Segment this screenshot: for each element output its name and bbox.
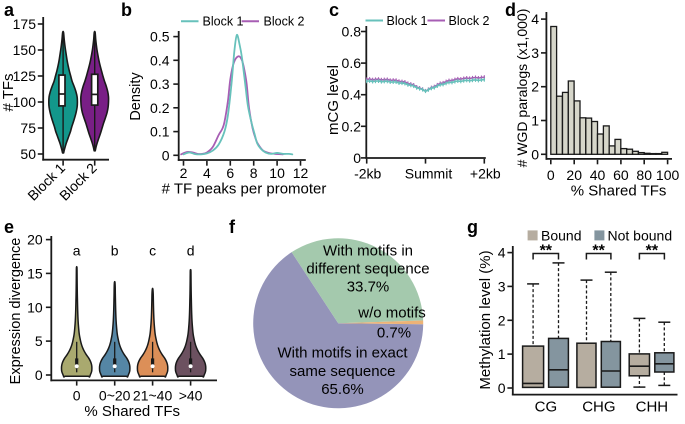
svg-text:Methylation level (%): Methylation level (%): [477, 250, 494, 389]
svg-text:10: 10: [269, 165, 285, 181]
svg-text:b: b: [111, 243, 119, 259]
svg-text:0: 0: [353, 150, 361, 166]
svg-text:0.6: 0.6: [342, 55, 362, 71]
svg-text:Block 2: Block 2: [264, 15, 305, 29]
svg-text:3: 3: [531, 45, 539, 61]
svg-text:-2kb: -2kb: [354, 166, 381, 182]
svg-text:2: 2: [531, 79, 539, 95]
svg-text:0.4: 0.4: [342, 87, 362, 103]
svg-text:40: 40: [590, 167, 606, 183]
svg-text:**: **: [540, 243, 553, 260]
svg-text:4: 4: [531, 11, 539, 27]
svg-text:CHG: CHG: [582, 399, 615, 416]
svg-text:With motifs in: With motifs in: [323, 242, 413, 259]
svg-text:0.5: 0.5: [150, 29, 170, 45]
svg-text:0.2: 0.2: [342, 118, 362, 134]
svg-text:mCG level: mCG level: [325, 65, 342, 135]
svg-text:% Shared TFs: % Shared TFs: [84, 403, 180, 419]
svg-text:8: 8: [250, 165, 258, 181]
svg-text:12: 12: [293, 165, 309, 181]
svg-text:+2kb: +2kb: [470, 166, 501, 182]
svg-text:g: g: [467, 217, 478, 237]
svg-text:# TFs: # TFs: [0, 73, 17, 111]
svg-text:4: 4: [498, 245, 506, 261]
svg-text:10: 10: [27, 299, 43, 315]
svg-text:w/o motifs: w/o motifs: [357, 304, 426, 321]
svg-text:c: c: [149, 243, 156, 259]
svg-text:0~20: 0~20: [99, 388, 131, 404]
svg-text:CHH: CHH: [636, 399, 669, 416]
svg-text:**: **: [592, 243, 605, 260]
svg-text:0.3: 0.3: [150, 76, 170, 92]
svg-text:d: d: [187, 243, 195, 259]
svg-text:# WGD paralogs (x1,000): # WGD paralogs (x1,000): [514, 9, 530, 168]
svg-text:0: 0: [531, 146, 539, 162]
svg-text:d: d: [505, 0, 516, 20]
svg-text:15: 15: [27, 265, 43, 281]
svg-text:With motifs in exact: With motifs in exact: [277, 345, 408, 362]
svg-text:Summit: Summit: [405, 166, 453, 182]
svg-text:0.1: 0.1: [150, 124, 170, 140]
svg-text:20: 20: [566, 167, 582, 183]
svg-text:125: 125: [13, 68, 37, 84]
svg-text:c: c: [329, 0, 339, 20]
svg-text:4: 4: [203, 165, 211, 181]
svg-text:0.4: 0.4: [150, 52, 170, 68]
svg-text:0.7%: 0.7%: [377, 325, 411, 342]
svg-text:0: 0: [498, 380, 506, 396]
svg-text:different sequence: different sequence: [306, 261, 429, 278]
svg-text:2: 2: [180, 165, 188, 181]
svg-text:60: 60: [613, 167, 629, 183]
svg-text:same sequence: same sequence: [290, 363, 396, 380]
svg-text:100: 100: [13, 94, 37, 110]
svg-text:CG: CG: [535, 399, 558, 416]
svg-text:**: **: [646, 243, 659, 260]
svg-text:% Shared TFs: % Shared TFs: [571, 183, 667, 200]
svg-text:a: a: [4, 0, 15, 20]
svg-text:Block 1: Block 1: [203, 15, 244, 29]
svg-text:Bound: Bound: [541, 228, 581, 244]
svg-text:Block 1: Block 1: [387, 14, 428, 28]
svg-text:f: f: [229, 217, 236, 237]
svg-text:a: a: [73, 243, 81, 259]
svg-text:>40: >40: [179, 388, 203, 404]
svg-text:65.6%: 65.6%: [321, 381, 364, 398]
svg-text:1: 1: [498, 346, 506, 362]
svg-text:175: 175: [13, 16, 37, 32]
svg-text:# TF peaks per promoter: # TF peaks per promoter: [162, 181, 327, 198]
svg-text:2: 2: [498, 312, 506, 328]
svg-text:0: 0: [73, 388, 81, 404]
svg-text:Block 2: Block 2: [449, 14, 490, 28]
svg-text:0.8: 0.8: [342, 24, 362, 40]
svg-text:1: 1: [531, 113, 539, 129]
svg-text:50: 50: [20, 146, 36, 162]
svg-text:0.2: 0.2: [150, 100, 170, 116]
svg-text:b: b: [121, 0, 132, 20]
svg-text:0: 0: [547, 167, 555, 183]
svg-text:21~40: 21~40: [133, 388, 173, 404]
svg-text:Expression divergence: Expression divergence: [8, 238, 24, 385]
svg-text:e: e: [4, 217, 14, 237]
svg-text:Not bound: Not bound: [608, 228, 673, 244]
svg-text:100: 100: [656, 167, 680, 183]
svg-text:6: 6: [226, 165, 234, 181]
svg-text:0: 0: [162, 147, 170, 163]
svg-text:33.7%: 33.7%: [347, 279, 390, 296]
svg-text:5: 5: [35, 333, 43, 349]
svg-text:75: 75: [20, 120, 36, 136]
svg-text:Density: Density: [128, 72, 144, 121]
svg-text:80: 80: [636, 167, 652, 183]
svg-text:3: 3: [498, 278, 506, 294]
svg-text:0: 0: [35, 367, 43, 383]
svg-text:150: 150: [13, 42, 37, 58]
svg-text:20: 20: [27, 232, 43, 248]
